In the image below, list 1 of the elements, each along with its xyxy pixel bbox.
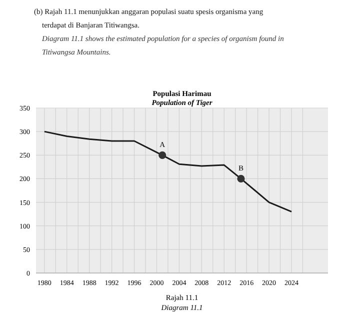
- line-series: [44, 130, 292, 212]
